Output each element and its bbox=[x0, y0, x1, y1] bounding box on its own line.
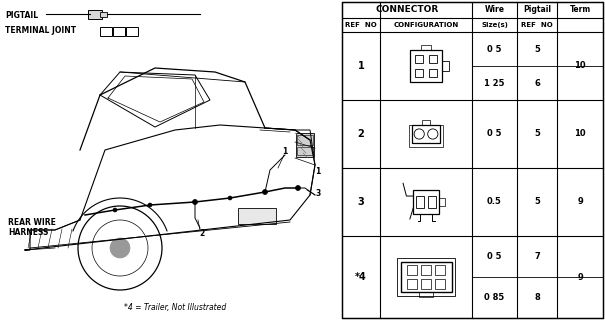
Bar bbox=[428, 196, 436, 208]
Text: REF  NO: REF NO bbox=[521, 22, 553, 28]
Bar bbox=[409, 125, 443, 147]
Text: 5: 5 bbox=[534, 44, 540, 53]
Bar bbox=[421, 265, 431, 275]
Bar bbox=[413, 190, 439, 214]
Text: TERMINAL JOINT: TERMINAL JOINT bbox=[5, 26, 76, 35]
Bar bbox=[407, 279, 417, 289]
Circle shape bbox=[228, 196, 232, 200]
Bar bbox=[416, 69, 423, 76]
Bar bbox=[296, 133, 314, 157]
Text: 2: 2 bbox=[358, 129, 364, 139]
Bar bbox=[297, 135, 313, 145]
Bar bbox=[416, 55, 423, 63]
Circle shape bbox=[263, 189, 267, 195]
Bar bbox=[410, 50, 442, 82]
Text: CONFIGURATION: CONFIGURATION bbox=[393, 22, 459, 28]
Text: 6: 6 bbox=[534, 78, 540, 87]
Text: 0 85: 0 85 bbox=[485, 293, 505, 302]
Bar bbox=[439, 198, 445, 206]
Bar bbox=[421, 279, 431, 289]
Text: 2: 2 bbox=[200, 228, 204, 237]
Text: 1: 1 bbox=[283, 148, 287, 156]
Bar bbox=[434, 279, 445, 289]
Text: 9: 9 bbox=[577, 273, 583, 282]
Circle shape bbox=[295, 186, 301, 190]
Text: Size(s): Size(s) bbox=[481, 22, 508, 28]
Text: 9: 9 bbox=[577, 197, 583, 206]
Bar bbox=[407, 265, 417, 275]
Bar bbox=[126, 27, 138, 36]
Text: 10: 10 bbox=[574, 130, 586, 139]
Bar bbox=[429, 69, 437, 76]
Bar bbox=[113, 27, 125, 36]
Bar bbox=[397, 258, 455, 296]
Bar bbox=[442, 61, 449, 71]
Text: HARNESS: HARNESS bbox=[8, 228, 48, 237]
Bar bbox=[100, 27, 112, 36]
Circle shape bbox=[110, 238, 130, 258]
Bar bbox=[416, 196, 424, 208]
Text: 8: 8 bbox=[534, 293, 540, 302]
Text: 1: 1 bbox=[358, 61, 364, 71]
Bar bbox=[297, 147, 313, 155]
Text: 5: 5 bbox=[534, 130, 540, 139]
Bar bbox=[238, 208, 276, 224]
Text: 0.5: 0.5 bbox=[487, 197, 502, 206]
Text: 7: 7 bbox=[534, 252, 540, 261]
Text: PIGTAIL: PIGTAIL bbox=[5, 11, 38, 20]
Bar bbox=[422, 120, 430, 125]
Text: Term: Term bbox=[569, 5, 590, 14]
Text: 0 5: 0 5 bbox=[487, 44, 502, 53]
Bar bbox=[401, 262, 451, 292]
Text: 0 5: 0 5 bbox=[487, 130, 502, 139]
Circle shape bbox=[148, 203, 152, 207]
Bar bbox=[411, 125, 440, 143]
Text: REF  NO: REF NO bbox=[345, 22, 377, 28]
Text: 1 25: 1 25 bbox=[484, 78, 505, 87]
Bar bbox=[434, 265, 445, 275]
Text: 3: 3 bbox=[315, 188, 321, 197]
Circle shape bbox=[113, 208, 117, 212]
Text: CONNECTOR: CONNECTOR bbox=[375, 5, 439, 14]
Text: 3: 3 bbox=[358, 197, 364, 207]
Bar bbox=[419, 292, 433, 297]
Bar bbox=[342, 2, 603, 318]
Text: 10: 10 bbox=[574, 61, 586, 70]
Bar bbox=[88, 10, 102, 19]
Text: Pigtail: Pigtail bbox=[523, 5, 551, 14]
Text: REAR WIRE: REAR WIRE bbox=[8, 218, 56, 227]
Text: 5: 5 bbox=[534, 197, 540, 206]
Circle shape bbox=[192, 199, 197, 204]
Bar bbox=[100, 12, 107, 17]
Text: 1: 1 bbox=[315, 167, 321, 177]
Bar bbox=[429, 55, 437, 63]
Text: *4 = Trailer, Not Illustrated: *4 = Trailer, Not Illustrated bbox=[124, 303, 226, 312]
Bar bbox=[421, 45, 431, 50]
Text: *4: *4 bbox=[355, 272, 367, 282]
Text: 0 5: 0 5 bbox=[487, 252, 502, 261]
Text: Wire: Wire bbox=[485, 5, 505, 14]
